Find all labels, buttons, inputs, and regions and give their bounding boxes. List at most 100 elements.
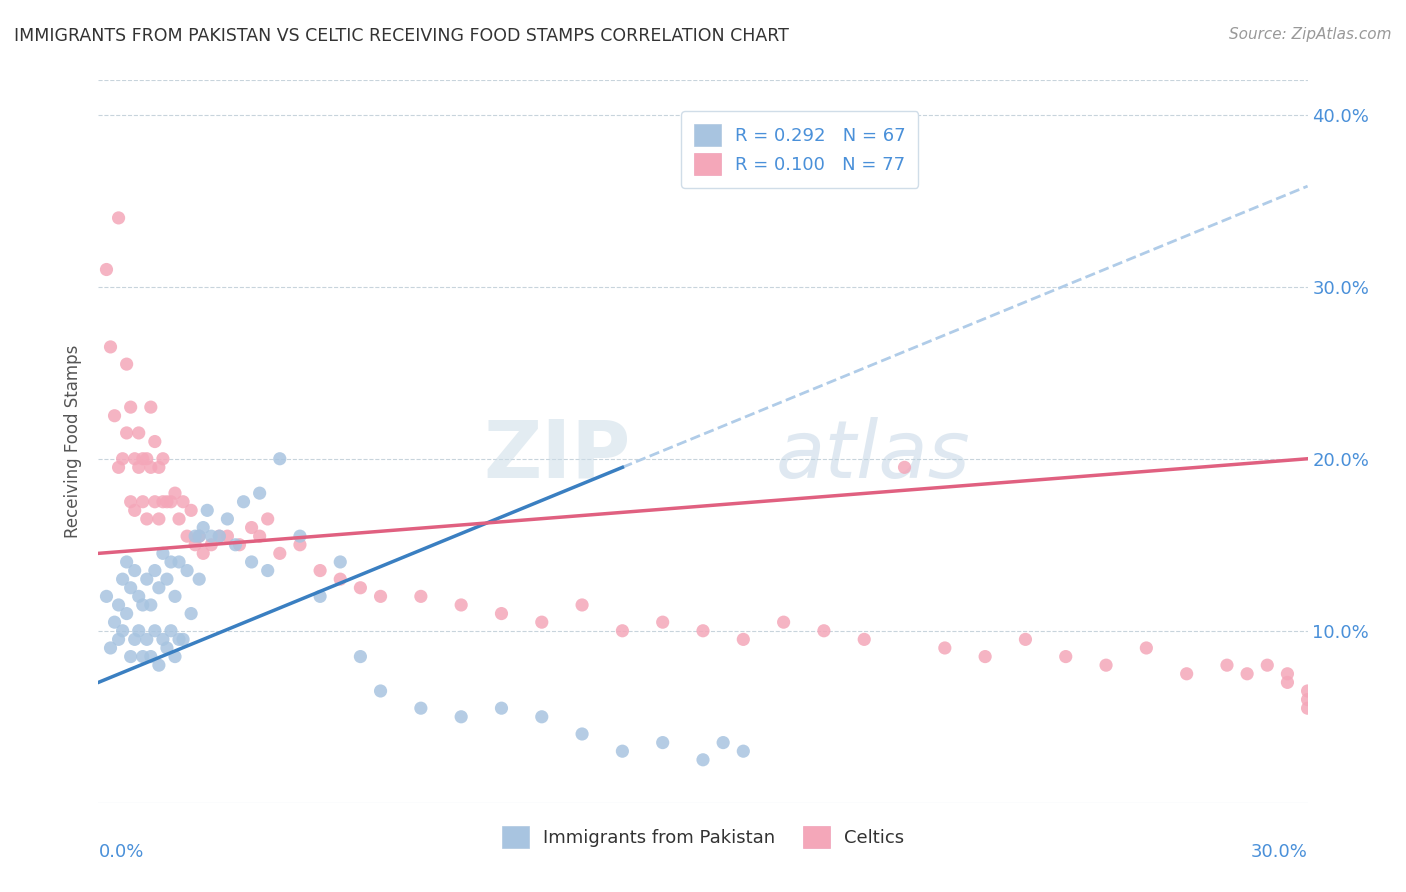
Point [180, 503, 202, 517]
Point [100, 640, 122, 655]
Point [156, 494, 179, 508]
Point [139, 598, 162, 612]
Point [208, 529, 231, 543]
Point [124, 632, 146, 647]
Point [152, 546, 174, 560]
Point [152, 451, 174, 466]
Point [571, 727, 593, 741]
Point [1216, 658, 1239, 673]
Y-axis label: Receiving Food Stamps: Receiving Food Stamps [65, 345, 83, 538]
Point [132, 598, 155, 612]
Point [172, 494, 194, 508]
Point [329, 555, 352, 569]
Point [651, 735, 673, 749]
Point [156, 640, 179, 655]
Point [139, 649, 162, 664]
Point [612, 624, 634, 638]
Point [269, 451, 291, 466]
Point [107, 211, 129, 225]
Point [934, 640, 956, 655]
Point [184, 538, 207, 552]
Point [195, 503, 218, 517]
Point [409, 590, 432, 604]
Point [651, 615, 673, 630]
Point [143, 434, 166, 449]
Point [893, 460, 915, 475]
Point [1014, 632, 1036, 647]
Point [96, 262, 118, 277]
Legend: Immigrants from Pakistan, Celtics: Immigrants from Pakistan, Celtics [495, 819, 911, 855]
Point [120, 649, 142, 664]
Point [491, 701, 513, 715]
Point [167, 512, 190, 526]
Point [103, 615, 125, 630]
Point [111, 451, 134, 466]
Point [132, 494, 155, 508]
Point [128, 590, 150, 604]
Point [152, 632, 174, 647]
Point [1175, 666, 1198, 681]
Point [143, 564, 166, 578]
Point [163, 590, 186, 604]
Point [120, 581, 142, 595]
Point [167, 555, 190, 569]
Point [974, 649, 997, 664]
Text: IMMIGRANTS FROM PAKISTAN VS CELTIC RECEIVING FOOD STAMPS CORRELATION CHART: IMMIGRANTS FROM PAKISTAN VS CELTIC RECEI… [14, 27, 789, 45]
Point [111, 624, 134, 638]
Point [772, 615, 794, 630]
Point [1296, 701, 1319, 715]
Point [692, 624, 714, 638]
Point [1256, 658, 1278, 673]
Point [188, 529, 211, 543]
Point [208, 529, 231, 543]
Point [156, 572, 179, 586]
Point [349, 649, 371, 664]
Point [309, 564, 332, 578]
Point [692, 753, 714, 767]
Point [135, 572, 157, 586]
Point [1095, 658, 1118, 673]
Point [217, 529, 239, 543]
Text: 30.0%: 30.0% [1251, 843, 1308, 861]
Point [163, 486, 186, 500]
Point [188, 529, 211, 543]
Point [269, 546, 291, 560]
Point [733, 632, 755, 647]
Point [135, 451, 157, 466]
Point [160, 624, 183, 638]
Point [249, 486, 271, 500]
Point [309, 590, 332, 604]
Point [288, 529, 311, 543]
Text: 0.0%: 0.0% [98, 843, 143, 861]
Point [184, 529, 207, 543]
Point [200, 538, 222, 552]
Point [329, 572, 352, 586]
Point [107, 632, 129, 647]
Point [100, 340, 122, 354]
Point [148, 460, 170, 475]
Point [143, 494, 166, 508]
Point [224, 538, 246, 552]
Point [711, 735, 734, 749]
Point [180, 607, 202, 621]
Point [1277, 675, 1299, 690]
Text: atlas: atlas [776, 417, 970, 495]
Point [370, 590, 392, 604]
Text: ZIP: ZIP [484, 417, 630, 495]
Point [1236, 666, 1258, 681]
Point [240, 520, 263, 534]
Point [148, 581, 170, 595]
Point [128, 460, 150, 475]
Point [115, 425, 138, 440]
Point [200, 529, 222, 543]
Point [232, 494, 254, 508]
Point [450, 598, 472, 612]
Point [1135, 640, 1157, 655]
Point [135, 632, 157, 647]
Point [139, 460, 162, 475]
Point [120, 400, 142, 414]
Point [115, 357, 138, 371]
Point [128, 425, 150, 440]
Text: Source: ZipAtlas.com: Source: ZipAtlas.com [1229, 27, 1392, 42]
Point [256, 512, 278, 526]
